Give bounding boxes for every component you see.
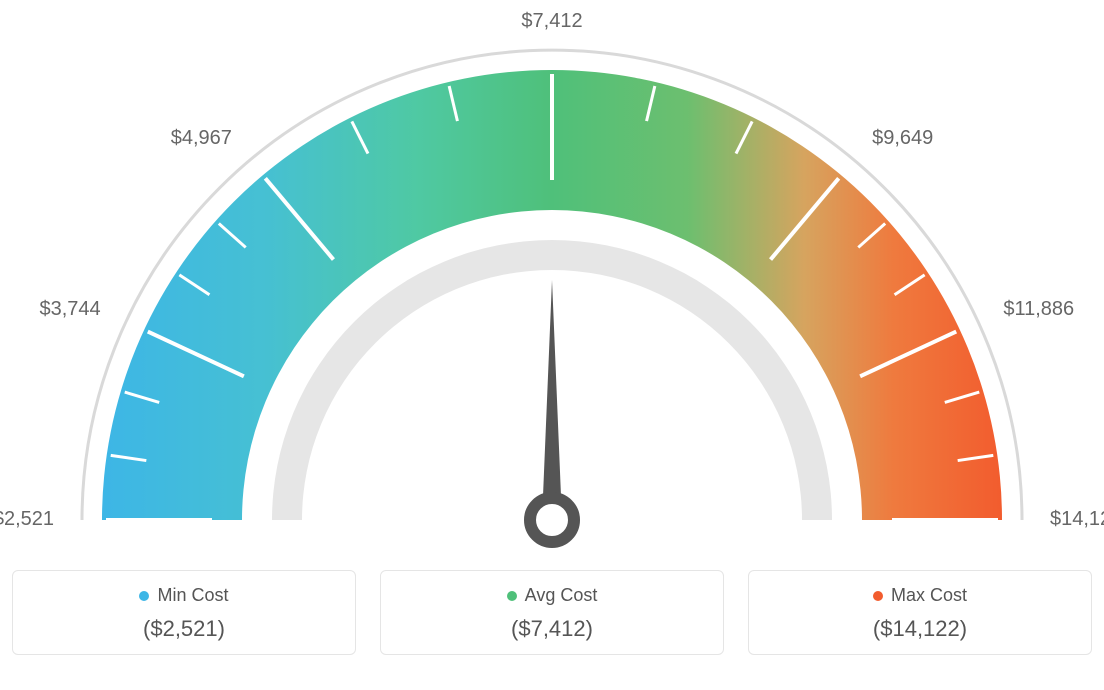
dot-icon [507,591,517,601]
min-cost-title: Min Cost [139,585,228,606]
gauge-tick-label: $3,744 [39,298,100,321]
gauge-tick-label: $11,886 [1003,298,1074,321]
max-cost-title: Max Cost [873,585,967,606]
legend-cards: Min Cost ($2,521) Avg Cost ($7,412) Max … [12,570,1092,655]
min-cost-card: Min Cost ($2,521) [12,570,356,655]
dot-icon [139,591,149,601]
max-cost-value: ($14,122) [749,616,1091,642]
gauge-area: $2,521$3,744$4,967$7,412$9,649$11,886$14… [12,0,1092,560]
gauge-tick-label: $4,967 [171,127,232,150]
dot-icon [873,591,883,601]
avg-cost-label: Avg Cost [525,585,598,606]
avg-cost-card: Avg Cost ($7,412) [380,570,724,655]
chart-container: $2,521 $3,744 $4,967 $7,412 $9,649 $11,886 $14… [0,0,1104,690]
max-cost-label: Max Cost [891,585,967,606]
gauge-tick-label: $2,521 [0,508,54,531]
gauge-tick-label: $9,649 [872,127,933,150]
avg-cost-title: Avg Cost [507,585,598,606]
min-cost-label: Min Cost [157,585,228,606]
min-cost-value: ($2,521) [13,616,355,642]
avg-cost-value: ($7,412) [381,616,723,642]
gauge-tick-label: $14,122 [1050,508,1104,531]
gauge-tick-label: $7,412 [521,10,582,33]
max-cost-card: Max Cost ($14,122) [748,570,1092,655]
gauge-svg [12,0,1092,560]
